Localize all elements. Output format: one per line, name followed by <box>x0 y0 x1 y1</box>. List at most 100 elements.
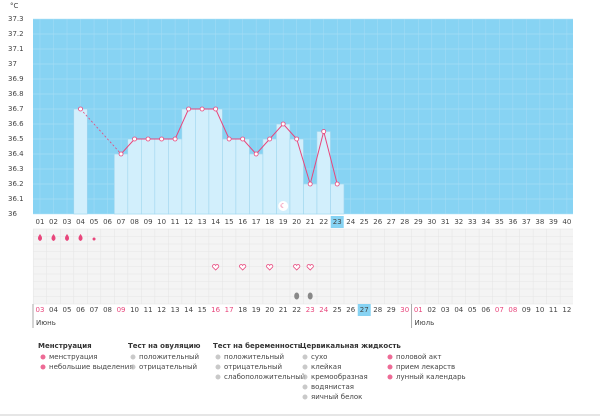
legend-item: положительный <box>224 353 284 361</box>
x-tick-label: 25 <box>360 218 369 226</box>
x-tick-label: 32 <box>454 218 463 226</box>
unit-label: °C <box>10 2 19 10</box>
x-tick-label: 28 <box>400 218 409 226</box>
x-tick-label: 22 <box>319 218 328 226</box>
legend-icon <box>40 364 46 370</box>
date-label: 12 <box>562 306 571 314</box>
current-day <box>330 216 344 228</box>
menstruation-icon <box>78 234 83 241</box>
point <box>118 151 124 157</box>
bar <box>73 108 88 215</box>
date-label: 18 <box>238 306 247 314</box>
y-tick-label: 37.1 <box>8 45 24 53</box>
point <box>294 136 300 142</box>
intercourse-icon <box>306 264 314 271</box>
bar <box>114 153 129 215</box>
date-label: 25 <box>333 306 342 314</box>
date-label: 24 <box>319 306 328 314</box>
legend-heading: Тест на беременность <box>213 342 303 350</box>
mucus-icon <box>294 292 300 300</box>
y-tick-label: 36.5 <box>8 135 24 143</box>
date-label: 26 <box>346 306 355 314</box>
x-tick-label: 10 <box>157 218 166 226</box>
bar <box>154 138 169 215</box>
point <box>199 106 205 112</box>
x-tick-label: 19 <box>279 218 288 226</box>
bar <box>127 138 142 215</box>
legend-item: кремообразная <box>311 373 368 381</box>
date-label: 29 <box>387 306 396 314</box>
point <box>186 106 192 112</box>
bar <box>276 123 291 215</box>
legend-item: небольшие выделения <box>49 363 134 371</box>
point <box>334 181 340 187</box>
legend-icon <box>302 354 308 360</box>
date-label: 10 <box>130 306 139 314</box>
legend-icon <box>302 394 308 400</box>
date-label: 07 <box>495 306 504 314</box>
date-label: 20 <box>265 306 274 314</box>
date-label: 03 <box>36 306 45 314</box>
legend-item: слабоположительный <box>224 373 305 381</box>
point <box>307 181 313 187</box>
legend-item: менструация <box>49 353 98 361</box>
y-tick-label: 36.1 <box>8 195 24 203</box>
date-label: 05 <box>468 306 477 314</box>
legend-heading: Менструация <box>38 342 92 350</box>
legend-icon <box>302 364 308 370</box>
legend-item: отрицательный <box>139 363 197 371</box>
x-tick-label: 40 <box>562 218 571 226</box>
month-label: Июль <box>415 319 435 327</box>
x-tick-label: 09 <box>144 218 153 226</box>
mucus-icon <box>307 292 313 300</box>
menstruation-icon <box>38 234 42 241</box>
point <box>159 136 164 142</box>
y-tick-label: 37.2 <box>8 30 24 38</box>
x-tick-label: 31 <box>441 218 450 226</box>
legend-icon <box>302 374 308 380</box>
x-tick-label: 20 <box>292 218 301 226</box>
legend-item: половой акт <box>396 353 441 361</box>
x-tick-label: 37 <box>522 218 531 226</box>
y-tick-label: 36.2 <box>8 180 24 188</box>
x-tick-label: 07 <box>117 218 126 226</box>
legend-icon <box>387 354 393 360</box>
current-date <box>357 304 371 316</box>
legend-item: положительный <box>139 353 199 361</box>
legend-item: водянистая <box>311 383 354 391</box>
date-label: 23 <box>306 306 315 314</box>
bar <box>316 131 331 215</box>
point <box>240 136 246 142</box>
date-label: 03 <box>441 306 450 314</box>
intercourse-icon <box>293 264 301 271</box>
legend-icon <box>302 384 308 390</box>
bar <box>235 138 250 215</box>
x-tick-label: 17 <box>252 218 261 226</box>
legend-heading: Цервикальная жидкость <box>300 342 401 350</box>
x-tick-label: 39 <box>549 218 558 226</box>
bar <box>289 138 304 215</box>
date-label: 09 <box>117 306 126 314</box>
bar <box>168 138 183 215</box>
date-label: 08 <box>508 306 517 314</box>
date-label: 13 <box>171 306 180 314</box>
x-tick-label: 05 <box>90 218 99 226</box>
x-tick-label: 13 <box>198 218 207 226</box>
date-label: 27 <box>360 306 369 314</box>
bar <box>141 138 156 215</box>
point <box>172 136 178 142</box>
point <box>280 121 286 127</box>
x-tick-label: 11 <box>171 218 180 226</box>
legend-icon <box>40 354 46 360</box>
intercourse-icon <box>239 264 247 271</box>
date-label: 11 <box>549 306 558 314</box>
moon-glyph: ☾ <box>280 202 286 210</box>
x-tick-label: 08 <box>130 218 139 226</box>
x-tick-label: 35 <box>495 218 504 226</box>
date-label: 04 <box>49 306 58 314</box>
legend-icon <box>130 354 136 360</box>
date-label: 06 <box>481 306 490 314</box>
legend-item: клейкая <box>311 363 341 371</box>
x-tick-label: 18 <box>265 218 274 226</box>
